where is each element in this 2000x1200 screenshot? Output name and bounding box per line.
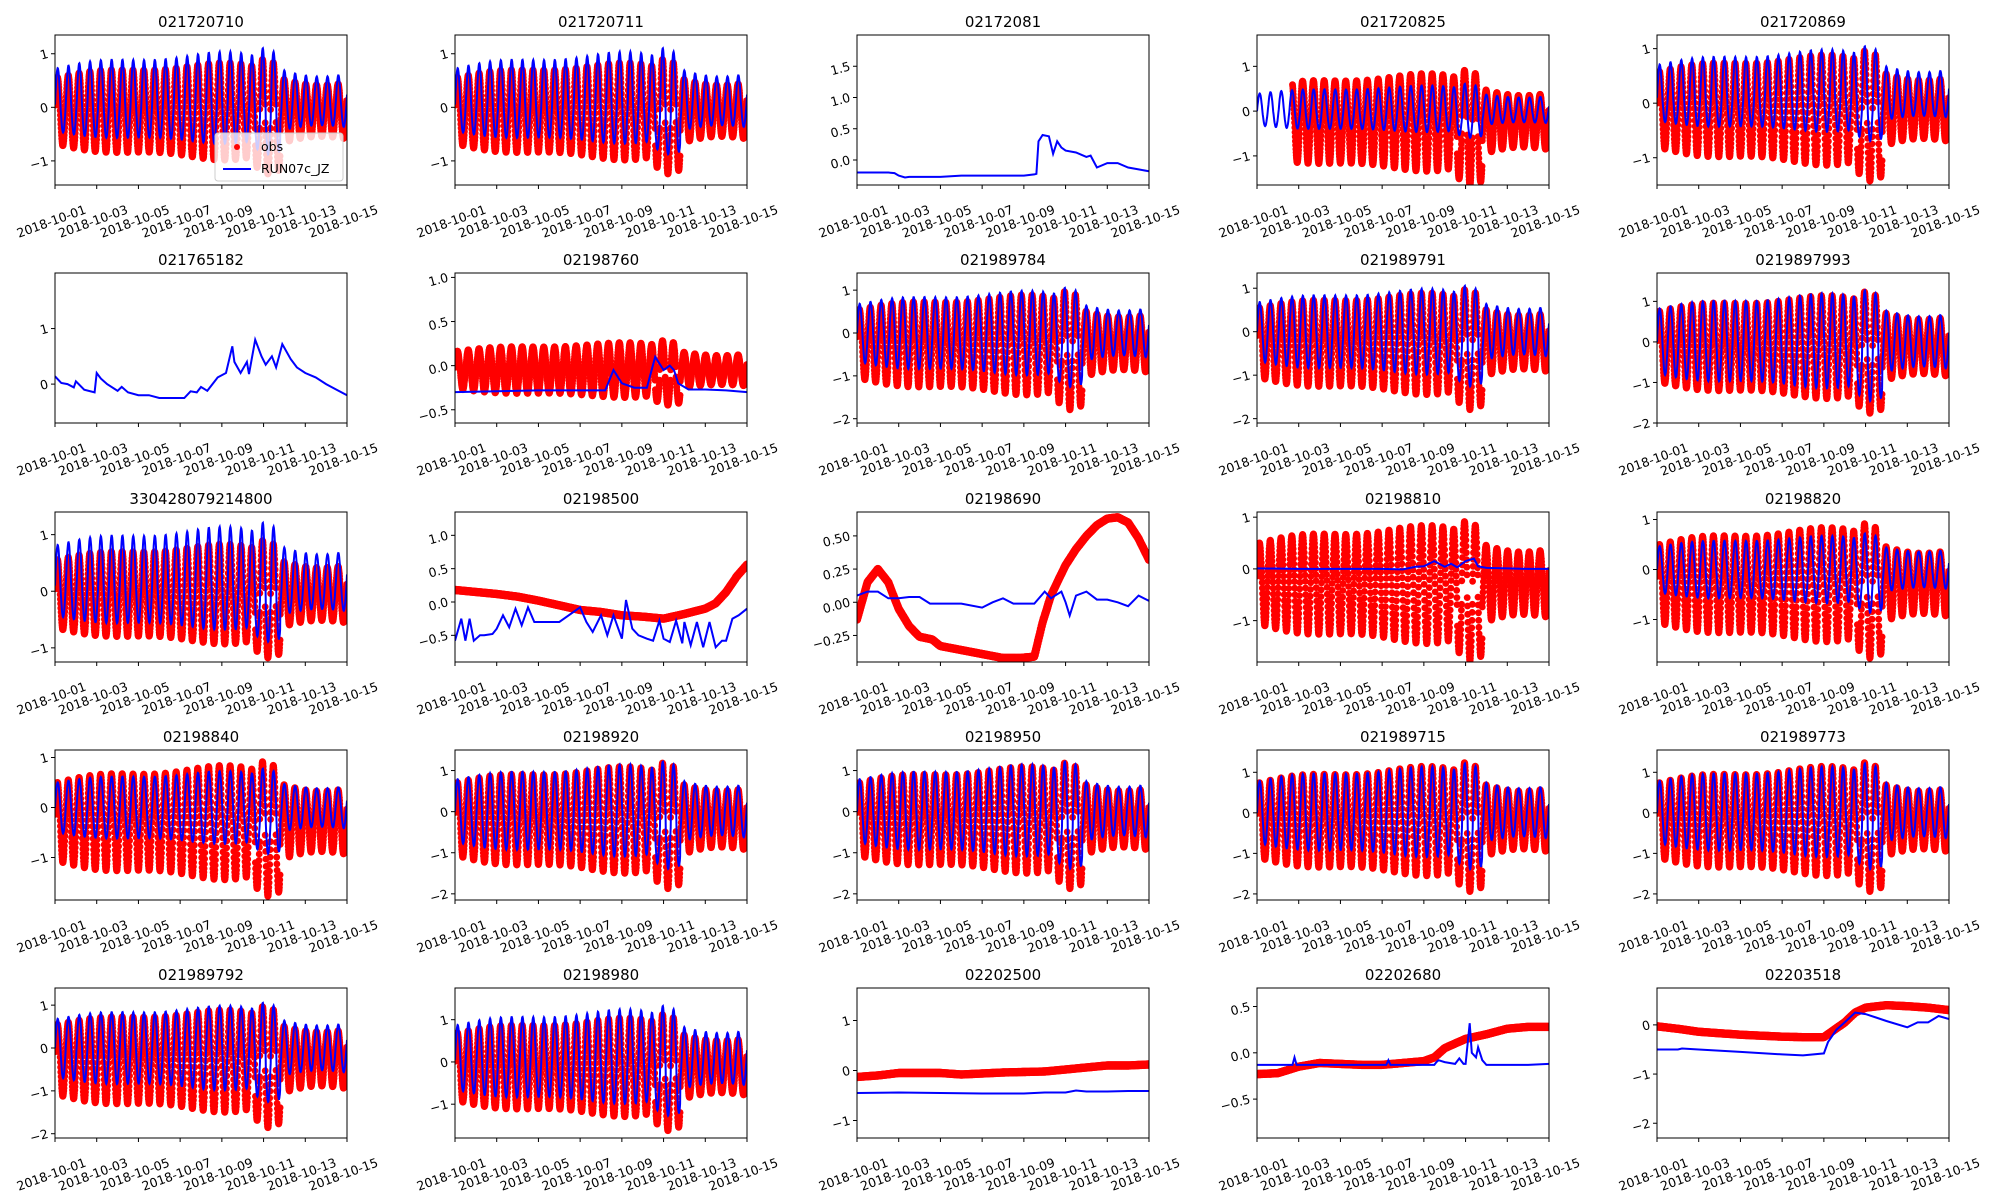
obs-point (1846, 131, 1854, 138)
legend-label: obs (261, 139, 283, 154)
axes-frame (856, 34, 1150, 186)
obs-point (1781, 133, 1789, 141)
y-tick-label: 1.5 (829, 59, 852, 79)
subplot-021720825: 021720825−1012018-10-012018-10-032018-10… (1217, 13, 1582, 241)
y-tick-label: 0 (438, 100, 450, 117)
y-tick-label: −1 (28, 153, 50, 172)
obs-point (1458, 136, 1465, 144)
obs-point (1328, 130, 1336, 138)
obs-point (1867, 159, 1875, 167)
subplot-021720710: 021720710−1012018-10-012018-10-032018-10… (15, 13, 380, 241)
y-tick-label: −1 (1230, 148, 1252, 167)
y-tick-label: −1 (428, 153, 450, 172)
axes-frame (54, 34, 348, 186)
y-tick-label: 1 (38, 46, 50, 63)
model-line (455, 46, 747, 157)
obs-point (1857, 137, 1865, 145)
obs-point (1296, 130, 1303, 138)
model-line (55, 46, 347, 157)
y-tick-label: 0.0 (829, 152, 852, 172)
obs-point (676, 152, 684, 160)
obs-point (1846, 137, 1854, 144)
subplot-021720869: 021720869−1012018-10-012018-10-032018-10… (1617, 13, 1982, 241)
legend-obs-marker (234, 144, 240, 150)
obs-point (665, 154, 673, 162)
obs-point (1803, 136, 1811, 144)
plot-area (455, 46, 747, 178)
model-line (857, 133, 1149, 179)
y-tick-label: 0 (38, 100, 50, 117)
axes-frame (454, 34, 748, 186)
y-tick-label: 0.5 (829, 121, 852, 141)
y-tick-label: 1.0 (829, 90, 852, 110)
obs-point (1835, 137, 1843, 145)
y-tick-label: 0 (1240, 103, 1252, 120)
obs-point (1814, 137, 1821, 145)
subplot-title: 021720869 (1760, 13, 1846, 31)
subplot-02172081: 021720810.00.51.01.52018-10-012018-10-03… (817, 13, 1182, 241)
obs-point (1792, 135, 1800, 142)
subplot-021720711: 021720711−1012018-10-012018-10-032018-10… (415, 13, 780, 241)
subplot-title: 02172081 (965, 13, 1041, 31)
y-tick-label: 1 (1240, 59, 1252, 76)
obs-point (1836, 131, 1843, 139)
obs-point (1824, 143, 1832, 151)
plot-area (1657, 44, 1949, 185)
subplot-title: 021720711 (558, 13, 644, 31)
obs-point (1306, 128, 1314, 136)
y-tick-label: 1 (438, 46, 450, 63)
obs-point (1814, 131, 1822, 139)
subplot-title: 021720825 (1360, 13, 1446, 31)
obs-point (1857, 143, 1865, 151)
subplot-title: 021720710 (158, 13, 244, 31)
obs-point (1468, 146, 1476, 154)
plot-area (857, 133, 1149, 179)
legend: obs RUN07c_JZ (214, 132, 344, 182)
legend-label: RUN07c_JZ (261, 161, 329, 176)
obs-point (1317, 132, 1325, 140)
plot-area (1257, 66, 1549, 185)
obs-point (1825, 138, 1832, 145)
obs-point (1478, 162, 1486, 170)
obs-point (1868, 153, 1875, 161)
obs-point (1868, 147, 1876, 155)
obs-point (1468, 140, 1476, 148)
